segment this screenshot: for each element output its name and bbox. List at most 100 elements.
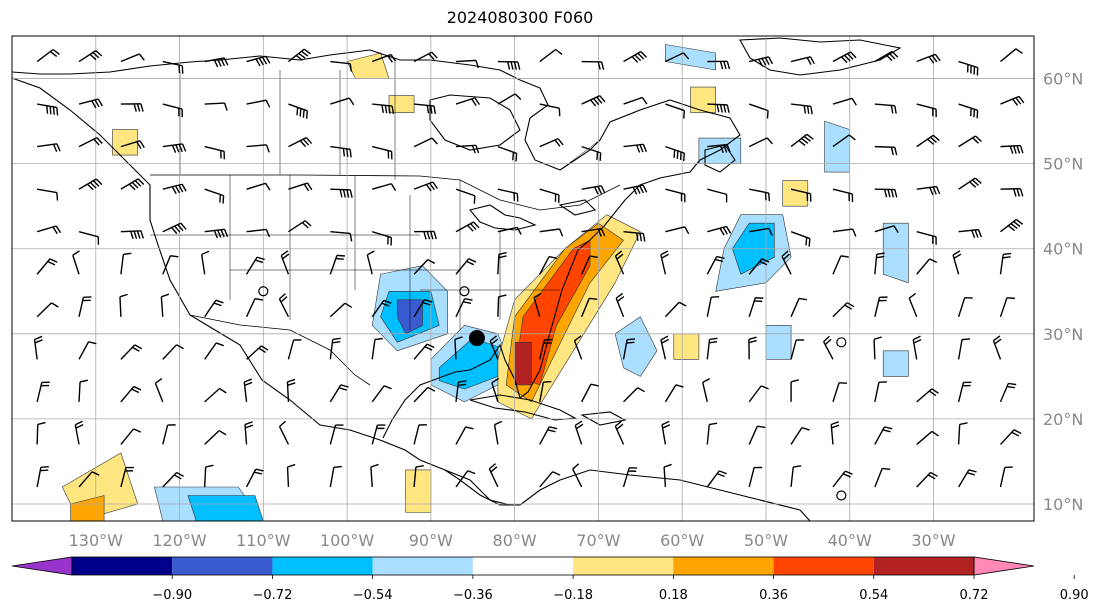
anomaly-region bbox=[782, 180, 809, 207]
wind-barb bbox=[372, 231, 393, 246]
wind-barb bbox=[497, 251, 507, 275]
wind-barb bbox=[413, 464, 424, 488]
wind-barb bbox=[413, 181, 439, 192]
calm-circle bbox=[836, 490, 847, 501]
wind-barb bbox=[413, 259, 436, 275]
wind-barb bbox=[832, 51, 857, 64]
wind-barb bbox=[372, 103, 395, 115]
colorbar-segment bbox=[472, 557, 574, 575]
wind-barb bbox=[371, 299, 392, 318]
wind-barb bbox=[539, 471, 561, 488]
wind-barb bbox=[748, 385, 769, 403]
colorbar-tick-label: −0.90 bbox=[152, 588, 192, 603]
wind-barb bbox=[329, 254, 346, 275]
wind-barb bbox=[330, 60, 353, 72]
colorbar-tick-label: −0.36 bbox=[453, 588, 493, 603]
south-america bbox=[519, 469, 811, 521]
wind-barb bbox=[286, 378, 296, 402]
longitude-label: 120°W bbox=[152, 531, 207, 550]
wind-barb bbox=[78, 341, 97, 360]
wind-barb bbox=[120, 466, 134, 488]
wind-barb bbox=[622, 467, 638, 488]
wind-barb bbox=[246, 144, 270, 153]
wind-barb bbox=[371, 53, 397, 63]
wind-barb bbox=[790, 379, 800, 402]
wind-barb bbox=[707, 225, 732, 236]
wind-barb bbox=[581, 185, 606, 195]
wind-barb bbox=[539, 188, 560, 203]
wind-barb bbox=[874, 252, 885, 275]
colorbar: −0.90 −0.72 −0.54 −0.36 −0.18 0.18 0.36 0.54 0.7… bbox=[11, 556, 1089, 603]
wind-barb bbox=[539, 228, 564, 237]
wind-barb bbox=[454, 336, 463, 360]
wind-barb bbox=[36, 381, 50, 403]
wind-barb bbox=[748, 258, 770, 275]
latitude-label: 10°N bbox=[1043, 495, 1083, 514]
wind-barb bbox=[330, 188, 353, 198]
wind-barb bbox=[790, 339, 805, 360]
wind-barb bbox=[958, 469, 977, 488]
latitude-label: 50°N bbox=[1043, 155, 1083, 174]
wind-barb bbox=[916, 258, 938, 275]
colorbar-tick-label: 0.72 bbox=[960, 588, 989, 603]
wind-barb bbox=[162, 60, 184, 74]
wind-barb bbox=[119, 293, 128, 317]
wind-barb bbox=[287, 339, 302, 360]
wind-barb bbox=[120, 230, 144, 240]
wind-barb bbox=[539, 380, 552, 403]
colorbar-segment bbox=[172, 557, 273, 575]
wind-barb bbox=[958, 60, 979, 76]
wind-barb bbox=[665, 226, 690, 235]
wind-barb bbox=[706, 295, 720, 317]
longitude-label: 80°W bbox=[493, 531, 537, 550]
station-markers bbox=[258, 286, 847, 501]
wind-barb bbox=[874, 50, 899, 63]
wind-barb bbox=[288, 48, 312, 63]
longitude-labels: 130°W 120°W 110°W 100°W 90°W 80°W 70°W 60°W 50°W… bbox=[69, 531, 956, 550]
wind-barb bbox=[78, 471, 100, 488]
wind-barb bbox=[832, 134, 856, 148]
wind-barb bbox=[36, 421, 46, 445]
wind-barb bbox=[615, 292, 625, 318]
wind-barb bbox=[488, 463, 499, 488]
wind-barb bbox=[992, 335, 1002, 360]
wind-barb bbox=[278, 293, 290, 318]
wind-barb bbox=[162, 222, 187, 235]
wind-barb bbox=[706, 337, 718, 360]
wind-barb bbox=[748, 336, 757, 360]
anomaly-region bbox=[187, 495, 264, 521]
wind-barb bbox=[957, 381, 972, 403]
wind-barb bbox=[162, 143, 187, 153]
wind-barb bbox=[78, 98, 103, 109]
wind-barb bbox=[246, 228, 271, 238]
wind-barb bbox=[246, 99, 271, 108]
colorbar-tick-label: 0.54 bbox=[859, 588, 888, 603]
wind-barb bbox=[623, 387, 645, 403]
wind-barb bbox=[581, 227, 606, 237]
anomaly-region bbox=[514, 239, 591, 386]
wind-barb bbox=[413, 51, 438, 63]
wind-barb bbox=[748, 297, 764, 318]
map-title: 2024080300 F060 bbox=[446, 8, 594, 27]
wind-barb bbox=[497, 294, 507, 317]
wind-barb bbox=[749, 188, 771, 202]
wind-barb bbox=[489, 335, 499, 360]
wind-barb bbox=[120, 252, 132, 275]
longitude-label: 90°W bbox=[409, 531, 453, 550]
wind-barb bbox=[413, 386, 436, 403]
colorbar-frame bbox=[71, 556, 975, 576]
wind-barb bbox=[916, 231, 937, 245]
wind-barb bbox=[245, 468, 264, 488]
wind-barb bbox=[533, 292, 542, 317]
wind-barb bbox=[78, 379, 89, 402]
longitude-label: 110°W bbox=[236, 531, 291, 550]
wind-barb bbox=[330, 231, 353, 242]
wind-barb bbox=[661, 420, 671, 445]
wind-barb bbox=[120, 344, 143, 360]
wind-barb bbox=[204, 188, 225, 204]
wind-barb bbox=[916, 53, 941, 64]
canada-provinces bbox=[179, 60, 601, 180]
wind-barb bbox=[912, 335, 922, 360]
wind-barb bbox=[873, 336, 882, 360]
